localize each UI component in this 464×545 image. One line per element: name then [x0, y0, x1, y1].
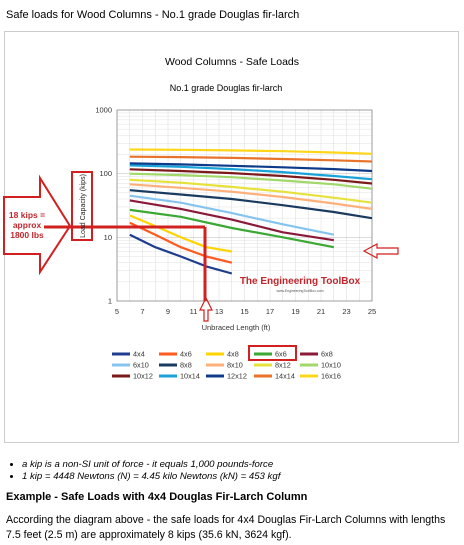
legend-label: 4x6	[180, 350, 192, 359]
note-item: 1 kip = 4448 Newtons (N) = 4.45 kilo New…	[22, 471, 280, 482]
note-item: a kip is a non-SI unit of force - it equ…	[22, 459, 280, 470]
x-tick-label: 15	[240, 307, 248, 316]
legend: 4x4 4x6 4x8 6x6 6x8 6x10 8x8 8x10 8x12 10x10 10x12…	[112, 350, 341, 381]
chart-subtitle: No.1 grade Douglas fir-larch	[170, 83, 283, 93]
y-tick-labels: 1 10 100 1000	[95, 106, 112, 306]
x-axis-label: Unbraced Length (ft)	[202, 323, 271, 332]
series-line-6x10	[129, 194, 335, 236]
page-heading: Safe loads for Wood Columns - No.1 grade…	[6, 9, 300, 21]
bottom-arrow	[199, 296, 213, 322]
legend-label: 4x8	[227, 350, 239, 359]
y-axis-label-box	[71, 171, 93, 241]
series-line-8x10	[129, 183, 372, 210]
series-lines	[129, 148, 372, 275]
legend-label: 14x14	[275, 372, 295, 381]
x-tick-label: 25	[368, 307, 376, 316]
chart-title: Wood Columns - Safe Loads	[165, 56, 299, 68]
series-line-8x12	[129, 178, 372, 204]
series-line-10x10	[129, 172, 372, 190]
annotation-overlay	[3, 171, 399, 361]
example-text: According the diagram above - the safe l…	[6, 514, 446, 541]
series-line-10x12	[129, 168, 372, 185]
right-arrow	[362, 242, 399, 260]
notes-list: a kip is a non-SI unit of force - it equ…	[12, 459, 280, 483]
series-line-14x14	[129, 155, 372, 163]
series-line-6x8	[129, 199, 334, 242]
example-heading: Example - Safe Loads with 4x4 Douglas Fi…	[6, 491, 308, 503]
x-tick-label: 9	[166, 307, 170, 316]
x-tick-label: 13	[215, 307, 223, 316]
plot-area-border	[116, 109, 373, 302]
y-tick-label: 100	[99, 169, 112, 178]
x-tick-labels: 5 7 9 11 13 15 17 19 21 23 25	[115, 307, 376, 316]
series-line-16x16	[129, 148, 372, 155]
legend-label: 6x8	[321, 350, 333, 359]
x-tick-label: 21	[317, 307, 325, 316]
series-line-10x14	[129, 164, 372, 181]
x-tick-label: 11	[190, 307, 198, 316]
legend-label: 10x14	[180, 372, 200, 381]
legend-label: 8x12	[275, 361, 291, 370]
y-axis-label: Load Capacity (kips)	[80, 174, 87, 238]
series-line-4x4	[129, 233, 233, 275]
legend-label: 8x8	[180, 361, 192, 370]
legend-label: 6x10	[133, 361, 149, 370]
watermark-sub: www.EngineeringToolBox.com	[276, 289, 323, 293]
legend-label: 8x10	[227, 361, 243, 370]
callout-arrow-shape	[3, 174, 72, 276]
x-tick-label: 5	[115, 307, 119, 316]
legend-label: 4x4	[133, 350, 145, 359]
series-line-4x6	[129, 221, 233, 264]
legend-label: 12x12	[227, 372, 247, 381]
series-line-12x12	[129, 162, 372, 173]
x-tick-label: 23	[342, 307, 350, 316]
series-line-6x6	[129, 208, 335, 249]
series-line-4x8	[129, 214, 232, 253]
x-tick-label: 17	[266, 307, 274, 316]
legend-label: 16x16	[321, 372, 341, 381]
legend-highlight-box	[248, 345, 297, 361]
watermark: The Engineering ToolBox	[240, 276, 361, 287]
x-tick-label: 19	[291, 307, 299, 316]
legend-label: 10x12	[133, 372, 153, 381]
callout-text: 18 kips = approx 1800 lbs	[9, 210, 45, 240]
y-tick-label: 1000	[95, 106, 112, 115]
series-line-8x8	[129, 189, 372, 220]
y-tick-label: 10	[104, 233, 112, 242]
y-tick-label: 1	[108, 297, 112, 306]
x-tick-label: 7	[140, 307, 144, 316]
legend-label: 6x6	[275, 350, 287, 359]
legend-label: 10x10	[321, 361, 341, 370]
